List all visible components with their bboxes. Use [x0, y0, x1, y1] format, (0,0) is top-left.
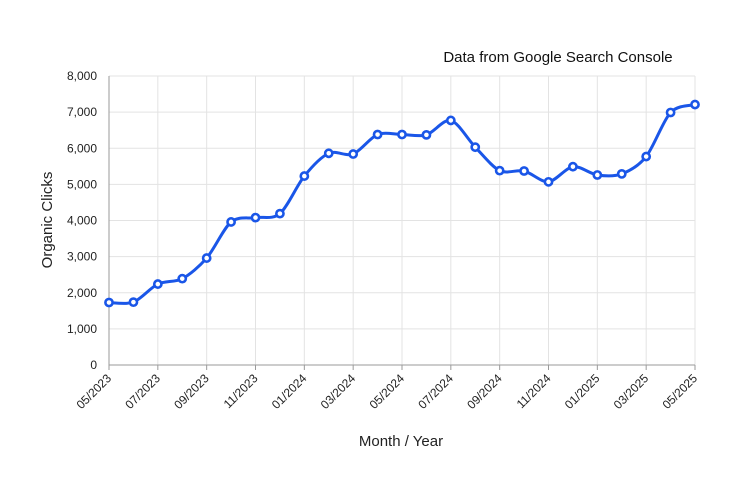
data-point — [641, 151, 652, 162]
y-tick-label: 8,000 — [67, 69, 97, 83]
axes — [108, 76, 696, 370]
grid — [108, 75, 696, 365]
data-point — [616, 168, 627, 179]
x-tick-label: 09/2023 — [171, 371, 212, 412]
data-point — [128, 297, 139, 308]
data-point — [568, 161, 578, 172]
x-tick-label: 03/2025 — [611, 371, 652, 412]
data-point — [250, 212, 261, 223]
x-tick-label: 11/2024 — [514, 371, 554, 411]
data-point — [177, 273, 188, 284]
x-tick-label: 01/2025 — [562, 371, 603, 412]
data-point — [519, 166, 529, 176]
series — [104, 99, 700, 308]
y-tick-label: 6,000 — [67, 141, 97, 155]
data-point — [397, 129, 407, 140]
y-tick-label: 5,000 — [67, 177, 97, 191]
data-point — [275, 208, 285, 219]
data-point — [201, 253, 212, 263]
data-point — [372, 129, 383, 140]
data-point — [445, 115, 456, 126]
x-tick-label: 03/2024 — [318, 371, 359, 412]
x-tick-label: 05/2024 — [367, 371, 408, 412]
x-tick-label: 07/2024 — [415, 371, 456, 412]
data-point — [226, 217, 236, 227]
x-tick-labels: 05/2023 07/2023 09/2023 11/2023 01/2024 03/20… — [74, 371, 701, 412]
x-tick-label: 07/2023 — [122, 371, 163, 412]
y-axis-title: Organic Clicks — [39, 172, 56, 269]
x-tick-label: 11/2023 — [221, 371, 261, 411]
y-tick-label: 7,000 — [67, 105, 97, 119]
data-point — [543, 176, 554, 187]
data-point — [421, 129, 432, 140]
chart-annotation: Data from Google Search Console — [443, 49, 672, 66]
data-point — [470, 142, 481, 153]
y-tick-label: 0 — [90, 358, 97, 372]
y-tick-label: 4,000 — [67, 214, 97, 228]
y-tick-label: 3,000 — [67, 250, 97, 264]
data-point — [104, 297, 114, 308]
x-tick-label: 09/2024 — [464, 371, 505, 412]
y-tick-label: 2,000 — [67, 286, 97, 300]
data-point — [494, 165, 505, 176]
y-tick-label: 1,000 — [67, 322, 97, 336]
data-point — [348, 149, 359, 159]
x-tick-label: 05/2023 — [74, 371, 115, 412]
x-tick-label: 01/2024 — [269, 371, 310, 412]
data-point — [592, 170, 603, 180]
data-point — [152, 279, 163, 289]
data-point — [323, 148, 334, 159]
x-axis-title: Month / Year — [359, 433, 443, 450]
data-point — [665, 107, 676, 118]
data-point — [299, 171, 310, 181]
y-tick-labels: 0 1,000 2,000 3,000 4,000 5,000 6,000 7,000 8,00… — [67, 69, 97, 372]
data-point — [690, 99, 700, 110]
x-tick-label: 05/2025 — [660, 371, 701, 412]
